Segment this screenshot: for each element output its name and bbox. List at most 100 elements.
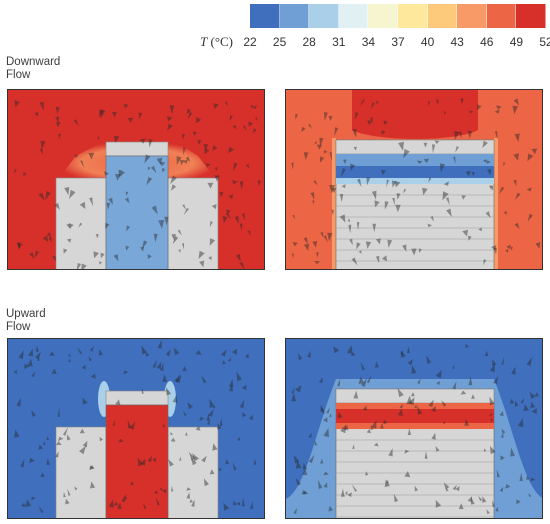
velocity-arrow xyxy=(489,185,492,191)
velocity-arrow xyxy=(355,112,359,120)
velocity-arrow xyxy=(140,246,144,252)
velocity-arrow xyxy=(156,157,163,166)
velocity-arrow xyxy=(160,362,164,371)
row-label-line: Upward xyxy=(6,308,46,320)
velocity-arrow xyxy=(34,250,40,258)
velocity-arrow xyxy=(38,192,45,201)
velocity-arrow xyxy=(453,156,456,165)
legend-colorbar xyxy=(250,4,546,28)
legend-tick: 43 xyxy=(450,35,464,49)
velocity-arrow xyxy=(384,201,389,210)
velocity-arrow xyxy=(403,148,410,158)
velocity-arrow xyxy=(442,191,449,201)
velocity-arrow xyxy=(384,479,390,488)
velocity-arrow xyxy=(82,397,88,405)
temperature-field xyxy=(286,343,542,518)
velocity-arrow xyxy=(124,197,130,204)
velocity-arrow xyxy=(196,117,202,124)
velocity-arrow xyxy=(295,113,298,120)
velocity-arrow xyxy=(67,488,71,496)
velocity-arrow xyxy=(171,234,176,241)
velocity-arrow xyxy=(513,98,519,106)
velocity-arrow xyxy=(203,478,209,487)
velocity-arrow xyxy=(222,360,226,365)
velocity-arrow xyxy=(478,495,483,502)
velocity-arrow xyxy=(17,242,23,250)
velocity-arrow xyxy=(491,245,497,251)
velocity-arrow xyxy=(414,485,419,492)
velocity-arrow xyxy=(499,411,504,417)
velocity-arrow xyxy=(157,339,162,349)
velocity-arrow xyxy=(90,346,94,352)
velocity-arrow xyxy=(361,378,367,387)
velocity-arrow xyxy=(38,505,44,514)
velocity-arrow xyxy=(204,148,210,155)
velocity-arrow xyxy=(489,412,493,417)
velocity-arrow xyxy=(483,159,487,163)
velocity-arrow xyxy=(229,379,234,388)
velocity-arrow xyxy=(455,486,460,492)
velocity-arrow xyxy=(58,133,61,140)
velocity-arrow xyxy=(529,477,536,482)
velocity-arrow xyxy=(165,349,171,357)
velocity-arrow xyxy=(407,346,410,353)
hot-band-2 xyxy=(336,409,494,423)
velocity-arrow xyxy=(358,376,365,384)
velocity-arrow xyxy=(138,112,143,120)
velocity-arrow xyxy=(245,163,250,169)
velocity-arrow xyxy=(182,159,188,164)
velocity-arrow xyxy=(104,171,110,176)
velocity-arrow xyxy=(308,123,312,129)
velocity-arrow xyxy=(172,236,179,245)
velocity-arrow xyxy=(341,184,346,189)
velocity-arrow xyxy=(48,237,53,243)
velocity-arrow xyxy=(505,484,511,489)
velocity-arrow xyxy=(174,374,180,383)
velocity-arrow xyxy=(186,492,190,499)
panel-downward-split xyxy=(7,89,265,270)
velocity-arrow xyxy=(383,419,388,425)
velocity-arrow xyxy=(115,173,121,181)
velocity-arrow xyxy=(162,423,166,428)
velocity-arrow xyxy=(465,170,471,177)
velocity-arrow xyxy=(360,361,365,371)
velocity-arrow xyxy=(292,242,298,247)
velocity-arrow xyxy=(201,455,207,463)
velocity-arrow xyxy=(526,187,532,192)
velocity-arrow xyxy=(95,234,99,239)
velocity-arrow xyxy=(156,361,162,370)
velocity-arrow xyxy=(436,99,439,106)
velocity-arrow xyxy=(257,180,261,187)
velocity-arrow xyxy=(228,194,234,200)
velocity-arrow xyxy=(158,220,165,229)
velocity-arrow xyxy=(90,373,96,379)
legend-swatch xyxy=(338,4,369,28)
velocity-arrow xyxy=(400,350,406,358)
velocity-arrow xyxy=(392,180,397,188)
velocity-arrow xyxy=(29,457,35,464)
velocity-arrow xyxy=(186,487,191,491)
velocity-arrow xyxy=(252,128,257,134)
velocity-arrow xyxy=(219,467,223,472)
velocity-arrow xyxy=(191,499,195,507)
velocity-arrow xyxy=(328,116,333,121)
velocity-arrow xyxy=(337,378,341,387)
velocity-arrow xyxy=(347,345,353,354)
velocity-arrow xyxy=(248,121,253,127)
velocity-arrow xyxy=(241,384,247,391)
velocity-arrow xyxy=(372,223,377,233)
velocity-arrow xyxy=(302,490,308,495)
velocity-arrow xyxy=(485,160,491,164)
velocity-arrow xyxy=(153,490,158,495)
row-label-downward: Downward Flow xyxy=(6,56,86,82)
velocity-arrow xyxy=(434,140,440,144)
velocity-arrow xyxy=(392,197,395,206)
legend-tick: 49 xyxy=(509,35,524,49)
velocity-arrow xyxy=(40,472,45,477)
velocity-arrow xyxy=(127,117,134,123)
velocity-arrow xyxy=(186,108,192,115)
velocity-arrow xyxy=(407,428,412,435)
legend-title: T (°C) xyxy=(200,34,233,50)
velocity-arrow xyxy=(166,387,171,396)
velocity-arrow xyxy=(500,432,504,438)
